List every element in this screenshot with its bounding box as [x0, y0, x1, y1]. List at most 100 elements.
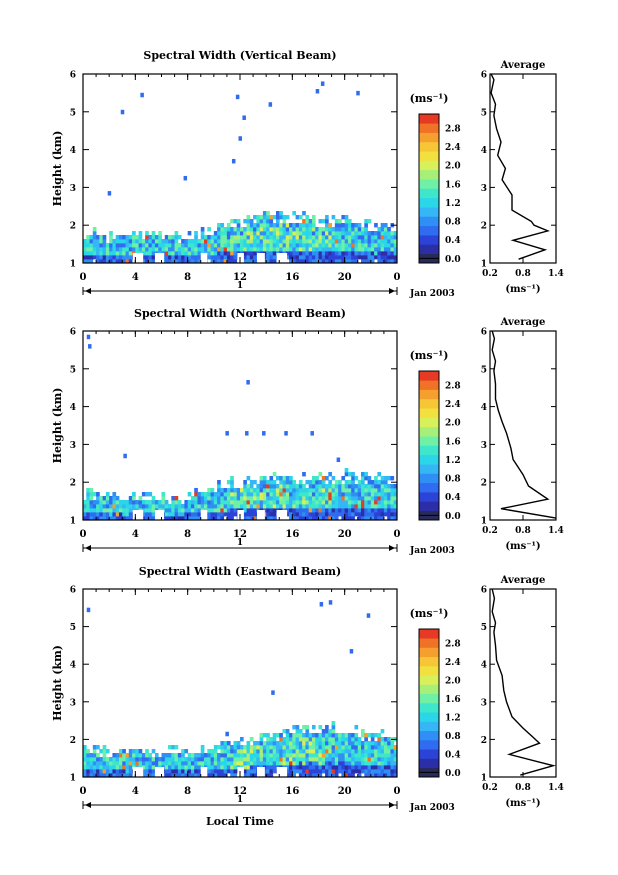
heatmap-cell [184, 512, 189, 517]
heatmap-cell [92, 773, 97, 778]
heatmap-cell [259, 239, 264, 244]
heatmap-cell [377, 235, 382, 240]
heatmap-cell [272, 737, 277, 742]
heatmap-cell [315, 251, 319, 256]
heatmap-cell [102, 512, 107, 517]
heatmap-cell [262, 480, 267, 485]
heatmap-cell [141, 761, 146, 766]
heatmap-cell [125, 247, 130, 252]
heatmap-cell [112, 243, 117, 248]
heatmap-cell [240, 488, 244, 493]
heatmap-cell [266, 255, 270, 260]
heatmap-cell [187, 773, 192, 778]
heatmap-cell [380, 749, 385, 754]
heatmap-cell [285, 496, 290, 501]
heatmap-cell [298, 761, 303, 766]
heatmap-cell [361, 496, 365, 501]
heatmap-cell [246, 259, 251, 264]
heatmap-cell [338, 484, 342, 489]
heatmap-cell [118, 749, 123, 754]
heatmap-cell [367, 749, 372, 754]
heatmap-cell [240, 496, 244, 501]
heatmap-cell [223, 745, 228, 750]
heatmap-cell [230, 512, 234, 517]
heatmap-cell [331, 733, 336, 738]
heatmap-cell [289, 512, 293, 517]
heatmap-cell [96, 508, 100, 513]
heatmap-cell [354, 749, 359, 754]
heatmap-cell [249, 761, 254, 766]
heatmap-cell [151, 243, 156, 248]
heatmap-cell [99, 247, 104, 252]
heatmap-cell [102, 239, 107, 244]
heatmap-cell [321, 753, 326, 758]
heatmap-cell [197, 496, 202, 501]
heatmap-cell [308, 239, 313, 244]
heatmap-cell [151, 773, 156, 778]
heatmap-cell [305, 227, 310, 232]
heatmap-cell [331, 504, 336, 509]
heatmap-cell [158, 500, 162, 505]
heatmap-cell [99, 243, 104, 248]
average-x-tick-label: 1.4 [548, 783, 564, 793]
heatmap-cell [220, 500, 225, 505]
heatmap-cell [210, 769, 215, 774]
heatmap-cell [380, 516, 385, 521]
heatmap-cell [383, 512, 388, 517]
heatmap-cell [174, 504, 179, 509]
heatmap-cell [210, 757, 215, 762]
heatmap-cell [390, 769, 395, 774]
heatmap-cell [344, 480, 349, 485]
heatmap-cell [341, 741, 346, 746]
heatmap-cell [272, 753, 277, 758]
heatmap-cell [86, 247, 90, 252]
heatmap-cell [259, 753, 264, 758]
heatmap-cell [272, 251, 277, 256]
heatmap-cell [138, 239, 143, 244]
heatmap-cell [96, 500, 100, 505]
heatmap-cell [292, 255, 296, 260]
heatmap-cell [292, 757, 296, 762]
heatmap-cell [361, 239, 365, 244]
heatmap-cell [393, 496, 398, 501]
heatmap-cell [338, 761, 342, 766]
heatmap-cell [168, 247, 172, 252]
heatmap-cell [364, 749, 368, 754]
heatmap-cell [230, 765, 234, 770]
heatmap-cell [354, 753, 359, 758]
heatmap-cell [243, 504, 247, 509]
heatmap-cell [177, 504, 182, 509]
heatmap-cell [83, 251, 87, 256]
heatmap-cell [272, 472, 277, 477]
heatmap-cell [236, 247, 241, 252]
heatmap-cell [190, 753, 195, 758]
heatmap-cell [184, 251, 189, 256]
heatmap-cell [226, 765, 231, 770]
date-label: Jan 2003 [409, 546, 455, 556]
heatmap-cell [115, 247, 120, 252]
heatmap-cell [344, 215, 349, 220]
heatmap-cell [220, 235, 225, 240]
heatmap-cell [135, 243, 139, 248]
heatmap-cell [102, 259, 107, 264]
heatmap-cell [223, 243, 228, 248]
heatmap-cell [109, 231, 113, 236]
heatmap-cell [262, 231, 267, 236]
heatmap-cell [197, 765, 202, 770]
heatmap-cell [377, 761, 382, 766]
heatmap-cell [285, 247, 290, 252]
heatmap-cell [174, 516, 179, 521]
heatmap-cell [344, 508, 349, 513]
heatmap-cell [364, 227, 368, 232]
heatmap-cell [132, 757, 136, 762]
colorbar-label: 0.0 [445, 512, 461, 522]
heatmap-cell [240, 757, 244, 762]
day-strip-arrow [389, 288, 395, 294]
heatmap-cell [168, 761, 172, 766]
heatmap-cell [174, 753, 179, 758]
heatmap-cell [207, 492, 211, 497]
heatmap-cell [154, 504, 159, 509]
heatmap-cell [122, 773, 126, 778]
heatmap-cell [240, 761, 244, 766]
heatmap-cell [112, 247, 117, 252]
